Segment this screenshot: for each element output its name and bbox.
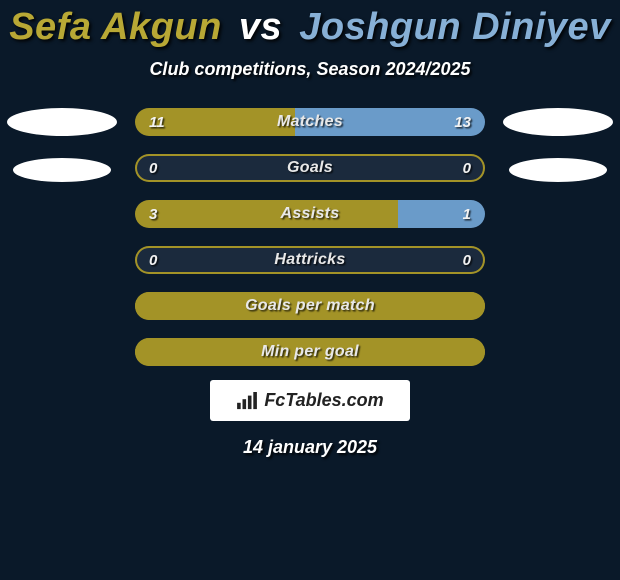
stat-label: Goals bbox=[135, 154, 485, 182]
stat-bars: 1113Matches00Goals31Assists00HattricksGo… bbox=[135, 108, 485, 366]
stat-value-p1: 0 bbox=[149, 246, 157, 274]
stat-row: 31Assists bbox=[135, 200, 485, 228]
stat-value-p1: 0 bbox=[149, 154, 157, 182]
comparison-title: Sefa Akgun vs Joshgun Diniyev bbox=[9, 6, 611, 49]
comparison-chart: 1113Matches00Goals31Assists00HattricksGo… bbox=[0, 108, 620, 366]
brand-badge: FcTables.com bbox=[210, 380, 409, 421]
stat-label: Goals per match bbox=[135, 292, 485, 320]
brand-chart-icon bbox=[236, 392, 258, 410]
player2-head-shape bbox=[503, 108, 613, 136]
stat-segment-p2 bbox=[295, 108, 485, 136]
player2-avatar-column bbox=[503, 108, 613, 182]
player1-avatar-column bbox=[7, 108, 117, 182]
stat-label: Min per goal bbox=[135, 338, 485, 366]
stat-row: Min per goal bbox=[135, 338, 485, 366]
player1-name: Sefa Akgun bbox=[9, 6, 222, 48]
stat-segment-p2 bbox=[398, 200, 485, 228]
stat-row: Goals per match bbox=[135, 292, 485, 320]
stat-value-p2: 0 bbox=[463, 246, 471, 274]
stat-row: 0 0Goals bbox=[135, 154, 485, 182]
stat-segment-p1 bbox=[135, 108, 295, 136]
stat-segment-p1 bbox=[135, 200, 398, 228]
stat-label: Hattricks bbox=[135, 246, 485, 274]
stat-row: 0 0Hattricks bbox=[135, 246, 485, 274]
subtitle: Club competitions, Season 2024/2025 bbox=[149, 59, 470, 80]
stat-row: 1113Matches bbox=[135, 108, 485, 136]
vs-label: vs bbox=[239, 6, 282, 48]
date-label: 14 january 2025 bbox=[243, 437, 377, 458]
stat-value-p2: 0 bbox=[463, 154, 471, 182]
player2-name: Joshgun Diniyev bbox=[299, 6, 611, 48]
brand-text: FcTables.com bbox=[264, 390, 383, 411]
player1-head-shape bbox=[7, 108, 117, 136]
player2-body-shape bbox=[509, 158, 607, 182]
player1-body-shape bbox=[13, 158, 111, 182]
